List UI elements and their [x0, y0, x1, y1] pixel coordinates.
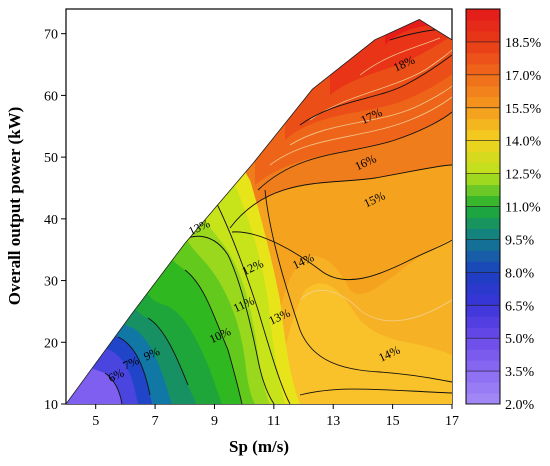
x-axis-title: Sp (m/s) — [229, 437, 289, 456]
y-axis: 10 20 30 40 50 60 70 — [44, 28, 66, 413]
colorbar-band — [466, 184, 500, 197]
colorbar-band — [466, 393, 500, 405]
y-tick-label: 20 — [44, 336, 58, 351]
band-18b — [385, 19, 452, 45]
colorbar-band — [466, 173, 500, 186]
colorbar-band — [466, 272, 500, 284]
colorbar-band — [466, 294, 500, 306]
colorbar-band — [466, 327, 500, 339]
y-tick-label: 40 — [44, 213, 58, 228]
colorbar-band — [466, 305, 500, 317]
colorbar-band — [466, 107, 500, 120]
colorbar-tick-label: 2.0% — [505, 398, 535, 413]
x-tick-label: 5 — [92, 414, 99, 429]
contour-label: 6% — [106, 366, 126, 385]
colorbar-tick-label: 18.5% — [505, 36, 542, 51]
colorbar-band — [466, 85, 500, 98]
colorbar-band — [466, 195, 500, 207]
colorbar-tick-label: 3.5% — [505, 365, 535, 380]
colorbar-band — [466, 261, 500, 273]
colorbar-tick-label: 15.5% — [505, 102, 542, 117]
colorbar-tick-label: 14.0% — [505, 135, 542, 150]
colorbar-band — [466, 239, 500, 251]
colorbar-band — [466, 371, 500, 383]
x-tick-label: 13 — [326, 414, 340, 429]
colorbar-band — [466, 140, 500, 153]
colorbar-band — [466, 162, 500, 175]
y-tick-label: 50 — [44, 151, 58, 166]
y-axis-title: Overall output power (kW) — [5, 107, 24, 306]
colorbar-band — [466, 129, 500, 142]
colorbar-band — [466, 74, 500, 87]
band-13-5 — [280, 283, 452, 404]
minor-contours — [269, 37, 452, 322]
colorbar-band — [466, 228, 500, 240]
y-tick-label: 60 — [44, 89, 58, 104]
y-tick-label: 10 — [44, 398, 58, 413]
contour-label: 9% — [141, 344, 161, 363]
colorbar-band — [466, 151, 500, 164]
colorbar-band — [466, 41, 500, 54]
colorbar-band — [466, 30, 500, 43]
colorbar-band — [466, 338, 500, 350]
x-axis: 5 7 9 11 13 15 17 — [92, 404, 459, 429]
colorbar-band — [466, 118, 500, 131]
x-tick-label: 9 — [211, 414, 218, 429]
colorbar-band — [466, 206, 500, 218]
colorbar-band — [466, 382, 500, 394]
colorbar-band — [466, 250, 500, 262]
major-contours — [104, 27, 452, 404]
domain-boundary — [65, 19, 453, 405]
colorbar-band — [466, 96, 500, 109]
colorbar-tick-label: 12.5% — [505, 168, 542, 183]
colorbar-tick-label: 9.5% — [505, 233, 535, 248]
colorbar-band — [466, 316, 500, 328]
colorbar-tick-label: 11.0% — [505, 201, 541, 216]
colorbar-band — [466, 19, 500, 32]
x-tick-label: 7 — [152, 414, 159, 429]
y-tick-label: 30 — [44, 275, 58, 290]
colorbar-band — [466, 63, 500, 76]
colorbar-tick-label: 17.0% — [505, 69, 542, 84]
y-tick-label: 70 — [44, 28, 58, 43]
x-tick-label: 17 — [445, 414, 459, 429]
colorbar-band — [466, 360, 500, 372]
colorbar-band — [466, 283, 500, 295]
colorbar-band — [466, 52, 500, 65]
colorbar: 2.0% 3.5% 5.0% 6.5% 8.0% 9.5% 11.0% 12.5% 14.0% 1… — [465, 8, 542, 413]
x-tick-label: 11 — [267, 414, 280, 429]
contour-label: 7% — [121, 353, 141, 372]
colorbar-tick-label: 8.0% — [505, 266, 535, 281]
colorbar-tick-label: 6.5% — [505, 299, 535, 314]
colorbar-band — [466, 9, 500, 21]
colorbar-tick-label: 5.0% — [505, 332, 535, 347]
colorbar-band — [466, 217, 500, 229]
x-tick-label: 15 — [386, 414, 400, 429]
colorbar-band — [466, 349, 500, 361]
